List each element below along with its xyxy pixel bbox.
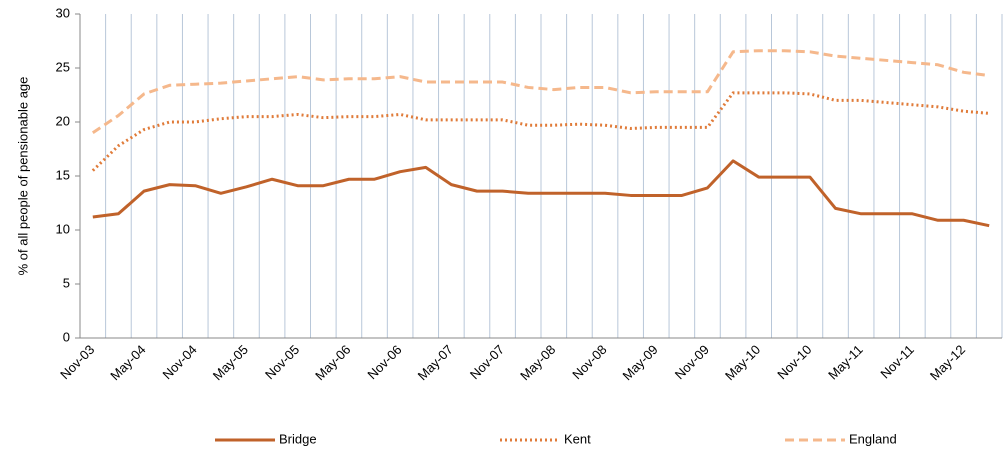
x-tick-label: May-08 — [517, 342, 558, 383]
x-tick-label: Nov-08 — [569, 342, 609, 382]
x-tick-label: May-11 — [825, 342, 866, 383]
legend-label: England — [849, 431, 897, 446]
x-tick-label: Nov-03 — [57, 342, 97, 382]
series-line — [91, 49, 990, 135]
y-tick-label: 0 — [63, 329, 70, 344]
x-tick-label: May-12 — [927, 342, 968, 383]
x-tick-label: May-07 — [415, 342, 456, 383]
y-tick-label: 20 — [56, 113, 70, 128]
series-line — [91, 91, 990, 172]
x-tick-label: May-09 — [620, 342, 661, 383]
legend-label: Kent — [564, 431, 591, 446]
x-tick-label: Nov-06 — [364, 342, 404, 382]
y-tick-label: 10 — [56, 221, 70, 236]
y-axis-label: % of all people of pensionable age — [15, 77, 30, 276]
x-tick-label: Nov-11 — [877, 342, 917, 382]
y-tick-label: 30 — [56, 5, 70, 20]
y-tick-label: 5 — [63, 275, 70, 290]
y-tick-label: 15 — [56, 167, 70, 182]
x-tick-label: May-04 — [107, 342, 148, 383]
x-tick-label: May-05 — [210, 342, 251, 383]
x-tick-label: May-06 — [312, 342, 353, 383]
x-tick-label: Nov-04 — [160, 342, 200, 382]
legend-label: Bridge — [279, 431, 317, 446]
x-tick-label: Nov-10 — [774, 342, 814, 382]
y-tick-label: 25 — [56, 59, 70, 74]
series-line — [92, 159, 990, 228]
x-tick-label: Nov-05 — [262, 342, 302, 382]
x-tick-label: Nov-07 — [467, 342, 507, 382]
x-tick-label: May-10 — [722, 342, 763, 383]
x-tick-label: Nov-09 — [672, 342, 712, 382]
